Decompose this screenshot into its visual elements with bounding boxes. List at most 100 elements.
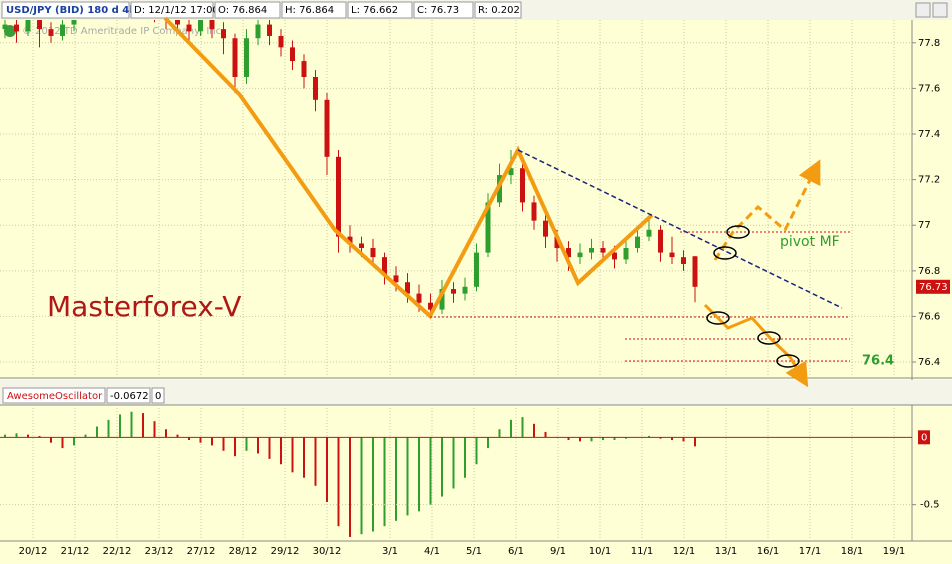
osc-bar: [50, 437, 52, 443]
annotations: Masterforex-V pivot MF 76.4: [47, 16, 894, 388]
candle-body: [359, 243, 364, 249]
candle-body: [623, 248, 629, 260]
osc-bar: [429, 437, 432, 505]
osc-bar: [441, 437, 443, 497]
candle-body: [692, 256, 698, 287]
close: C: 76.73: [417, 5, 459, 16]
candle-body: [416, 293, 422, 303]
zero-tag: [918, 430, 930, 445]
x-tick-label: 27/12: [187, 546, 216, 557]
ellipse: [757, 331, 781, 345]
candle-body: [278, 35, 284, 48]
candle-body: [451, 289, 456, 294]
osc-bar: [648, 435, 650, 438]
y-tick-label: 77.8: [918, 38, 940, 49]
maximize-button[interactable]: [932, 2, 948, 18]
y-tick-label: 76.4: [918, 357, 940, 368]
brand-label: Masterforex-V: [47, 290, 241, 323]
osc-bar: [567, 437, 570, 441]
candle-body: [554, 236, 560, 249]
osc-bar: [61, 437, 64, 449]
range: R: 0.202: [478, 5, 520, 16]
candle-body: [2, 24, 8, 30]
box: [347, 1, 413, 19]
candle-body: [439, 289, 445, 310]
osc-bar: [211, 437, 213, 446]
osc-bar: [199, 437, 202, 443]
candle-body: [658, 229, 663, 253]
x-tick-label: 23/12: [145, 546, 174, 557]
osc-bar: [395, 437, 397, 521]
candle-body: [186, 24, 192, 32]
osc-bar: [360, 437, 363, 535]
candle-body: [612, 252, 617, 260]
candle-body: [382, 257, 387, 276]
pivot-label: pivot MF: [780, 234, 840, 250]
minimize-button[interactable]: [915, 2, 931, 18]
osc-bar: [602, 437, 604, 441]
x-tick-label: 21/12: [61, 546, 90, 557]
osc-bar: [84, 434, 87, 438]
osc-bar: [15, 433, 18, 438]
osc-bar: [682, 437, 685, 442]
osc-bar: [613, 437, 616, 441]
candle-body: [681, 257, 686, 264]
x-tick-label: 5/1: [466, 546, 482, 557]
low: L: 76.662: [351, 5, 398, 16]
candle-body: [370, 248, 376, 258]
osc-bar: [475, 437, 478, 465]
candle-body: [301, 61, 307, 78]
osc-bar: [418, 437, 420, 512]
trendline: [517, 149, 843, 309]
oscillator-pane: [0, 405, 912, 541]
candle-body: [209, 20, 215, 30]
candle-body: [474, 252, 479, 287]
x-tick-label: 17/1: [799, 546, 821, 557]
osc-bar: [521, 417, 524, 438]
osc-bar: [533, 423, 535, 438]
box: [474, 1, 522, 19]
candle-body: [531, 202, 537, 221]
x-tick-label: 29/12: [271, 546, 300, 557]
candle-body: [48, 29, 54, 36]
symbol: USD/JPY (BID) 180 d 4h: [6, 5, 136, 16]
osc-bar: [464, 437, 466, 478]
osc-bar: [498, 429, 501, 438]
zigzag: [163, 16, 654, 320]
osc-bar: [326, 437, 328, 502]
candle-body: [313, 77, 318, 100]
candle-body: [566, 248, 571, 258]
level-label: 76.4: [862, 354, 894, 369]
box: [281, 1, 347, 19]
y-tick-label: -0.5: [920, 500, 940, 511]
candle-body: [244, 38, 249, 78]
ellipse: [713, 246, 737, 260]
osc-bar: [280, 437, 282, 465]
x-tick-label: 11/1: [631, 546, 653, 557]
ellipse: [776, 354, 800, 368]
x-tick-label: 13/1: [715, 546, 737, 557]
candle-body: [635, 236, 640, 249]
box: [2, 387, 106, 404]
osc-bar: [234, 437, 236, 457]
x-tick-label: 10/1: [589, 546, 611, 557]
candle-body: [14, 24, 19, 32]
osc-bar: [694, 437, 696, 447]
osc-bar: [27, 434, 29, 438]
osc-param: 0: [155, 391, 161, 402]
osc-bar: [188, 437, 190, 441]
candle-body: [462, 286, 468, 294]
osc-bar: [38, 435, 41, 438]
candle-body: [267, 24, 272, 36]
y-tick-label: 76.6: [918, 311, 940, 322]
osc-bar: [245, 437, 248, 451]
osc-bar: [487, 437, 489, 449]
candle-body: [255, 24, 261, 39]
osc-bar: [257, 437, 259, 454]
candle-body: [428, 302, 433, 310]
x-tick-label: 12/1: [673, 546, 695, 557]
osc-bar: [222, 437, 225, 451]
x-tick-label: 4/1: [424, 546, 440, 557]
candle-body: [405, 282, 410, 294]
candle-body: [577, 252, 583, 258]
